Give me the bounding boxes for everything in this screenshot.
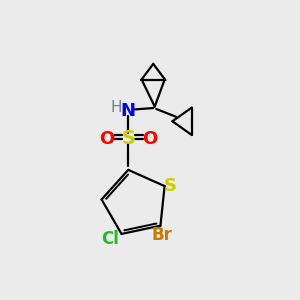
Text: O: O: [142, 130, 157, 148]
Text: N: N: [121, 102, 136, 120]
Text: S: S: [164, 177, 176, 195]
Text: Cl: Cl: [101, 230, 119, 248]
Text: Br: Br: [152, 226, 172, 244]
Text: S: S: [121, 130, 135, 148]
Text: H: H: [110, 100, 122, 115]
Text: O: O: [99, 130, 115, 148]
